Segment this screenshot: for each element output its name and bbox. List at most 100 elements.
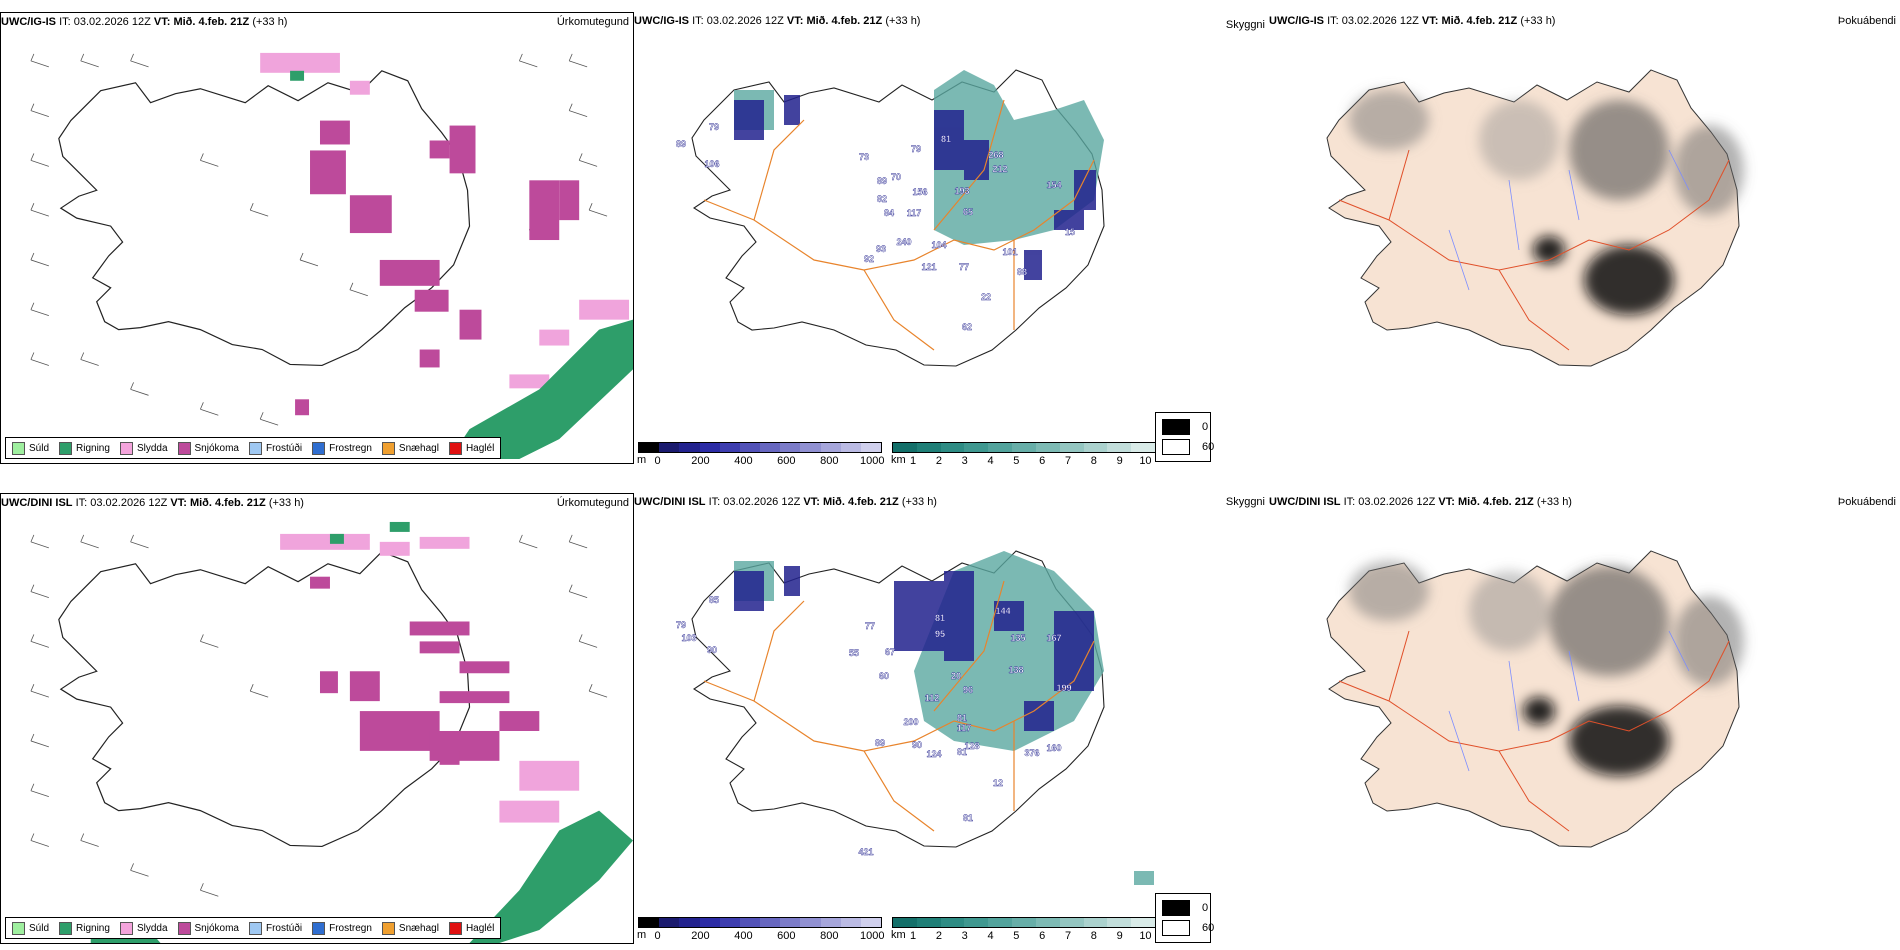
colorbar-tick: 0: [654, 455, 661, 464]
legend-item: Súld: [12, 921, 50, 935]
cloud-base-label: 89: [875, 738, 885, 748]
visibility-map[interactable]: 79 89 106 73 79 81 70 89 82 156 84 117 193 268 212 154 2…: [634, 30, 1269, 424]
legend-swatch: [177, 441, 191, 455]
sleet-areas: [280, 533, 580, 823]
fog-title: Þokuábendi: [1837, 15, 1896, 27]
cloud-base-label: 81: [935, 613, 945, 623]
visibility-title: Skyggni: [1225, 19, 1265, 31]
cloud-base-label: 82: [877, 194, 887, 204]
vt-label: VT:: [803, 496, 820, 508]
cloud-base-label: 106: [704, 159, 719, 169]
legend-label: Slydda: [136, 922, 168, 934]
vt-value: Mið. 4.feb. 21Z: [806, 15, 883, 27]
legend-label: Súld: [29, 442, 50, 454]
colorbar-segment: [639, 443, 660, 452]
model-name: UWC/DINI ISL: [1, 497, 73, 509]
colorbar-segment: [840, 918, 861, 927]
colorbar-unit: m: [637, 454, 647, 464]
vt-value: Mið. 4.feb. 21Z: [1441, 15, 1518, 27]
colorbar-tick: 9: [1116, 930, 1123, 942]
colorbar-tick: 800: [820, 455, 839, 464]
legend-label: Súld: [29, 922, 50, 934]
cloud-base-colorbar: 0 200 400 600 800 1000 m: [637, 917, 885, 943]
fog-map[interactable]: [1269, 511, 1900, 904]
cloud-base-label: 93: [876, 244, 886, 254]
snow-areas: [295, 120, 580, 416]
cloud-base-label: 240: [896, 237, 911, 247]
cloud-base-label: 268: [988, 150, 1003, 160]
road-lines: [1338, 149, 1730, 351]
legend-label: Rigning: [76, 442, 110, 454]
legend-label: Frostregn: [329, 442, 372, 454]
cloud-base-label: 103: [681, 633, 696, 643]
cloud-base-label: 90: [707, 645, 717, 655]
colorbar-segment: [780, 918, 801, 927]
colorbar-segment: [988, 918, 1013, 927]
colorbar-tick: 10: [1139, 455, 1152, 464]
cloud-base-label: 20: [951, 671, 961, 681]
legend-item: Frostregn: [312, 441, 372, 455]
colorbar-segment: [639, 918, 660, 927]
cloud-base-label: 55: [849, 648, 859, 658]
model-name: UWC/IG-IS: [1, 16, 56, 28]
colorbar-segment: [1107, 443, 1132, 452]
legend-item: Slydda: [119, 921, 168, 935]
colorbar-tick: 1000: [859, 930, 885, 942]
river-lines: [1448, 149, 1690, 291]
ptype-title: Úrkomutegund: [556, 16, 629, 28]
colorbar-segment: [964, 443, 989, 452]
legend-item: Rigning: [59, 921, 110, 935]
colorbar-segment: [780, 443, 801, 452]
cloud-base-label: 200: [903, 717, 918, 727]
ptype-map[interactable]: [1, 512, 633, 943]
visibility-areas: [734, 70, 1104, 245]
it-value: 03.02.2026 12Z: [723, 496, 801, 508]
legend-label: Rigning: [76, 922, 110, 934]
legend-item: Haglél: [448, 441, 494, 455]
fog-panel-row1: UWC/IG-IS IT: 03.02.2026 12Z VT: Mið. 4.…: [1269, 12, 1900, 464]
colorbar-tick: 200: [691, 455, 710, 464]
colorbar-tick: 4: [987, 455, 994, 464]
cloud-base-label: 95: [935, 629, 945, 639]
cloud-base-label: 89: [676, 139, 686, 149]
cloud-base-label: 70: [891, 172, 901, 182]
visibility-panel-row1: UWC/IG-IS IT: 03.02.2026 12Z VT: Mið. 4.…: [634, 12, 1269, 464]
cloud-base-label: 90: [912, 740, 922, 750]
fog-map[interactable]: [1269, 30, 1900, 424]
colorbar-segment: [1083, 443, 1108, 452]
colorbar-tick: 7: [1064, 455, 1072, 464]
it-label: IT:: [708, 496, 721, 508]
it-value: 03.02.2026 12Z: [73, 16, 151, 28]
cloud-base-colorbar: 0 200 400 600 800 1000 m: [637, 442, 884, 464]
rain-areas: [290, 70, 633, 460]
legend-item: Snæhagl: [381, 441, 439, 455]
legend-swatch: [119, 441, 133, 455]
cloud-base-areas: [734, 566, 1094, 731]
visibility-colorbar: 1 2 3 4 5 6 7 8 9 10 km: [891, 442, 1156, 464]
colorbar-segment: [699, 443, 720, 452]
cloud-base-label: 73: [859, 152, 869, 162]
legend-swatch: [1162, 900, 1190, 916]
colorbar-segment: [679, 443, 700, 452]
ptype-map[interactable]: [1, 31, 633, 463]
colorbar-tick: 9: [1116, 455, 1123, 464]
cloud-base-label: 89: [877, 176, 887, 186]
colorbar-tick: 2: [935, 455, 942, 464]
colorbar-segment: [988, 443, 1013, 452]
colorbar-segment: [940, 443, 965, 452]
colorbar-segment: [719, 918, 740, 927]
legend-label: Slydda: [136, 442, 168, 454]
legend-item: Snæhagl: [381, 921, 439, 935]
colorbar-tick: 8: [1090, 455, 1097, 464]
wind-barbs: [30, 53, 608, 426]
colorbar-tick: 1: [910, 930, 917, 942]
cloud-cover-legend: 0 60: [1155, 412, 1214, 462]
colorbar-tick: 800: [820, 930, 839, 942]
visibility-map[interactable]: 85 79 103 90 77 55 67 60 81 95 144 135 167 20 96 138 112…: [634, 511, 1269, 904]
legend-swatch: [381, 441, 395, 455]
cloud-base-label: 15: [1065, 227, 1075, 237]
legend-label: Haglél: [465, 922, 495, 934]
colorbar-segment: [679, 918, 700, 927]
snow-areas: [310, 576, 540, 765]
fog-shading: [1349, 90, 1744, 315]
